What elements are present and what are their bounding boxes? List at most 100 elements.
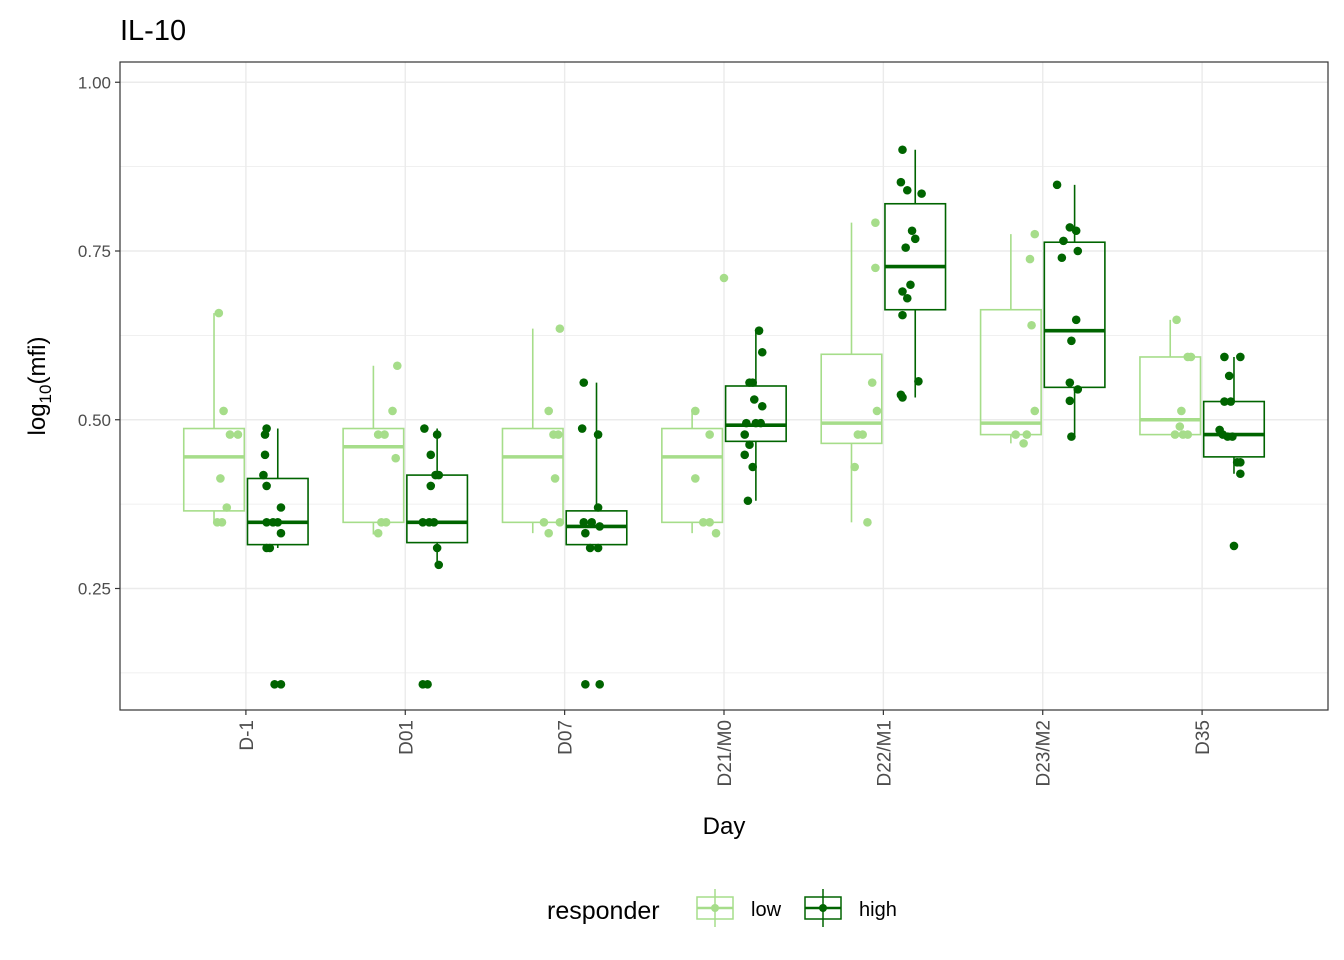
legend-key-high [804,889,842,927]
data-point [581,528,590,538]
data-point [222,503,232,512]
data-point [863,518,872,527]
data-point [850,462,859,472]
data-point [423,680,432,689]
data-point [898,145,907,155]
axes: 0.25 0.50 0.75 1.00 D-1 D01 D07 D21/M0 D22/M1 D23… [78,73,1214,786]
data-point [265,543,275,553]
y-tick-label: 0.75 [78,242,111,261]
box-high-D35 [1202,352,1266,551]
data-point [1022,430,1032,439]
data-point [276,680,286,689]
data-point [1073,385,1083,394]
data-point [1220,397,1229,406]
x-tick-label: D23/M2 [1034,720,1055,787]
data-point [391,453,401,463]
data-point [585,543,595,553]
data-point [1027,320,1036,330]
box-high-D23/M2 [1043,180,1106,441]
data-point [579,518,589,527]
data-point [593,543,603,553]
x-tick-label: D21/M0 [715,720,736,787]
data-point [1071,315,1081,325]
data-point [691,406,700,416]
data-point [373,528,383,538]
data-point [914,376,923,386]
box-low-D07 [501,324,565,538]
data-point [896,177,906,187]
data-point [233,430,243,439]
y-axis-title-subscript: 10 [36,385,55,404]
data-point [555,518,565,527]
box-low-D23/M2 [979,229,1042,448]
data-point [1052,180,1062,190]
data-point [276,503,286,512]
data-point [225,430,235,439]
y-axis-title-base: log [24,403,51,435]
data-point [719,273,729,283]
data-point [858,430,867,439]
y-tick-label: 0.50 [78,411,111,430]
data-point [757,401,767,411]
data-point [432,543,442,553]
legend-label-high: high [859,899,897,921]
box-high-D-1 [246,424,309,689]
data-point [917,189,926,198]
y-axis-title-rest: (mfi) [24,337,51,385]
y-tick-label: 1.00 [78,73,111,92]
x-tick-label: D22/M1 [874,720,895,787]
legend-title: responder [547,897,660,925]
data-point [380,430,389,439]
x-tick-label: D35 [1193,720,1214,755]
data-point [1175,422,1185,431]
data-point [867,378,877,387]
data-point [388,406,397,416]
data-point [756,418,765,428]
box-iqr [182,427,246,512]
data-point [1030,229,1040,239]
data-point [216,474,225,483]
data-point [593,503,603,512]
box-low-D21/M0 [661,273,729,538]
data-point [748,378,757,387]
data-point [550,474,560,483]
data-point [429,518,439,527]
box-iqr [1202,400,1266,458]
data-point [1183,430,1193,439]
data-point [214,308,224,318]
box-iqr [246,477,309,546]
box-iqr [1043,241,1106,389]
grid [120,62,1328,710]
data-point [1170,430,1180,439]
data-point [587,518,597,527]
data-point [906,280,915,290]
data-point [1236,457,1245,467]
data-point [262,518,271,527]
data-point [418,518,428,527]
data-point [871,263,880,273]
box-high-D21/M0 [724,326,787,506]
box-low-D35 [1139,315,1202,439]
data-point [902,293,912,303]
data-point [1025,254,1035,264]
data-point [1065,223,1075,232]
data-point [276,528,286,538]
data-point [1057,253,1067,263]
data-point [595,522,604,531]
data-point [577,424,587,433]
data-point [745,440,754,450]
data-point [1236,469,1245,479]
data-point [740,430,750,439]
box-iqr [1139,356,1202,436]
x-tick-label: D07 [556,720,577,755]
box-low-D-1 [182,308,246,527]
data-point [434,560,444,570]
box-high-D07 [565,378,628,689]
legend-key-low [696,889,734,927]
data-point [742,418,751,428]
data-point [901,243,910,252]
data-point [1229,541,1239,551]
data-point [262,481,271,491]
data-point [871,218,880,227]
